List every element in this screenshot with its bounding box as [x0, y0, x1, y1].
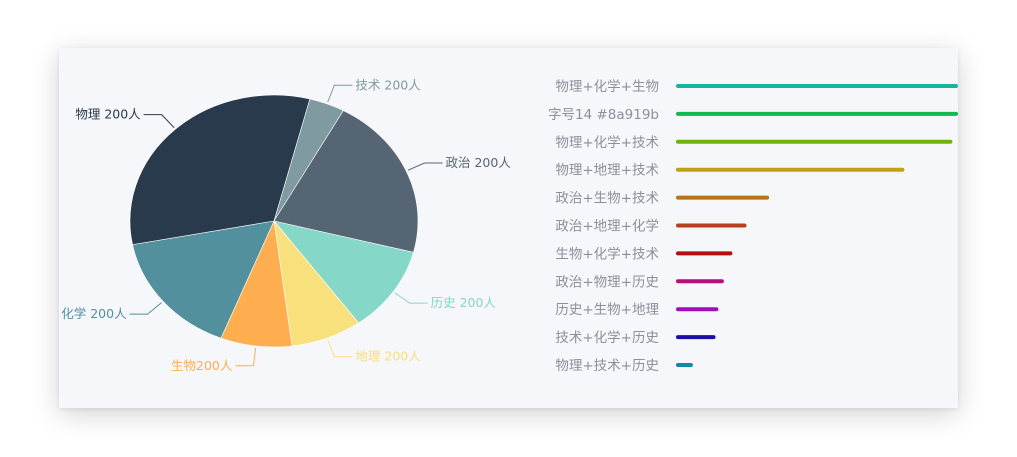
pie-slice-label: 政治 200人 [446, 155, 512, 170]
pie-label-line [129, 302, 162, 315]
bar[interactable] [676, 111, 958, 116]
bar-category-label: 字号14 #8a919b [548, 107, 659, 123]
pie-label-line [394, 292, 428, 304]
bar[interactable] [676, 363, 693, 367]
pie-label-line [327, 339, 353, 358]
pie-slice-label: 技术 200人 [355, 77, 421, 92]
pie-slice-label: 化学 200人 [61, 306, 127, 321]
bar[interactable] [676, 84, 958, 88]
bar-category-label: 物理+技术+历史 [555, 358, 659, 374]
bar[interactable] [676, 139, 953, 144]
bar-category-label: 物理+地理+技术 [555, 163, 659, 179]
pie-label-line [407, 162, 443, 171]
bar[interactable] [676, 251, 733, 256]
bar[interactable] [676, 195, 770, 200]
bar-category-label: 历史+生物+地理 [555, 302, 659, 318]
pie-slice-label: 生物200人 [171, 358, 233, 373]
bar-category-label: 物理+化学+技术 [555, 135, 659, 151]
bar-category-label: 政治+物理+历史 [555, 274, 659, 290]
bar[interactable] [676, 279, 724, 284]
bar-category-label: 物理+化学+生物 [555, 79, 659, 95]
pie-label-line [235, 347, 257, 367]
pie-label-line [327, 84, 353, 103]
pie-slice[interactable] [273, 110, 419, 253]
bar[interactable] [676, 335, 716, 340]
bar-category-label: 政治+生物+技术 [555, 191, 659, 207]
bar[interactable] [676, 307, 719, 312]
bar[interactable] [676, 167, 905, 172]
pie-slice-label: 地理 200人 [355, 349, 421, 364]
bar-category-label: 生物+化学+技术 [555, 246, 659, 262]
chart-card: 技术 200人政治 200人历史 200人地理 200人生物200人 化学 200… [59, 48, 958, 408]
bar-category-label: 政治+地理+化学 [555, 219, 659, 235]
pie-slice[interactable] [132, 220, 275, 339]
pie-slice[interactable] [273, 220, 414, 324]
bar[interactable] [676, 223, 747, 228]
pie-slice[interactable] [129, 94, 311, 245]
bar-category-label: 技术+化学+历史 [555, 330, 659, 346]
pie-slice-label: 物理 200人 [75, 107, 141, 122]
pie-label-line [143, 114, 175, 129]
pie-slice-label: 历史 200人 [431, 295, 497, 310]
